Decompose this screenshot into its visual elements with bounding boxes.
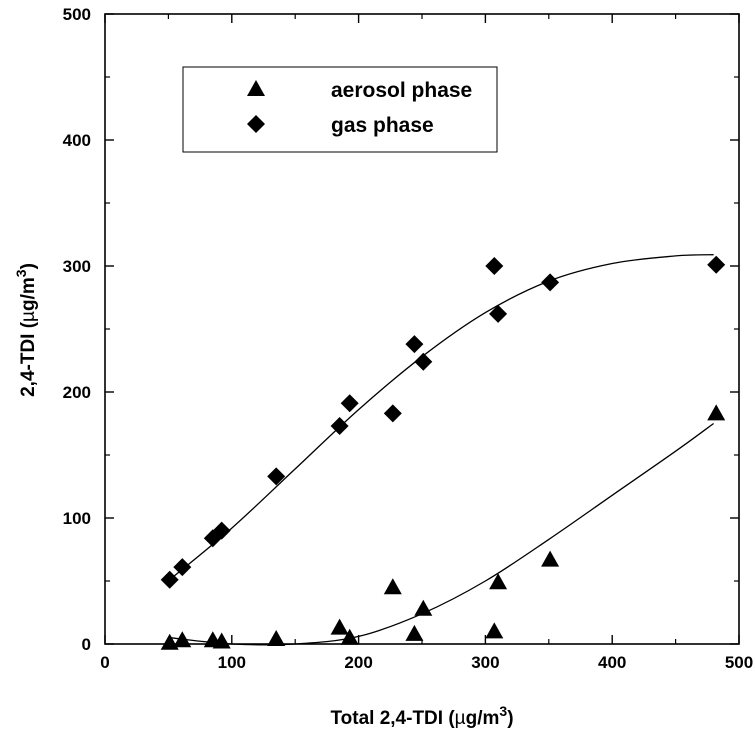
gas-point xyxy=(541,273,560,292)
aerosol-point xyxy=(267,630,286,646)
aerosol-point xyxy=(405,624,424,641)
aerosol-point xyxy=(330,618,349,635)
y-tick-label: 400 xyxy=(63,131,91,150)
x-tick-label: 500 xyxy=(725,653,753,672)
aerosol-point xyxy=(541,550,560,567)
axis-ticks: 0 100 200 300 400 500 0 100 200 300 400 500 xyxy=(63,5,754,672)
y-axis-label: 2,4-TDI (µg/m3) xyxy=(13,263,39,397)
x-tick-label: 400 xyxy=(598,653,626,672)
gas-point xyxy=(707,255,726,274)
legend: aerosol phase gas phase xyxy=(182,66,498,153)
aerosol-point xyxy=(383,578,402,595)
gas-point xyxy=(485,257,504,275)
gas-point xyxy=(383,404,402,423)
gas-point xyxy=(414,352,433,371)
gas-point xyxy=(489,304,508,323)
x-tick-label: 200 xyxy=(344,653,372,672)
fit-curve-gas xyxy=(169,254,714,581)
gas-point xyxy=(160,570,179,589)
aerosol-point xyxy=(173,631,192,648)
legend-gas-label: gas phase xyxy=(331,114,434,137)
aerosol-point xyxy=(160,633,179,650)
x-axis-label: Total 2,4-TDI (µg/m3) xyxy=(330,703,513,729)
legend-aerosol-label: aerosol phase xyxy=(331,79,472,102)
y-tick-label: 300 xyxy=(63,257,91,276)
legend-aerosol-marker xyxy=(247,80,265,96)
y-tick-label: 0 xyxy=(82,635,91,654)
gas-point xyxy=(173,558,192,577)
gas-point xyxy=(340,394,359,413)
aerosol-point xyxy=(485,622,504,639)
gas-point xyxy=(212,521,231,540)
aerosol-point xyxy=(707,404,726,421)
x-tick-label: 100 xyxy=(218,653,246,672)
fit-curves xyxy=(169,254,714,646)
aerosol-point xyxy=(489,573,508,590)
x-tick-label: 0 xyxy=(100,653,109,672)
aerosol-point xyxy=(340,628,359,645)
fit-curve-aerosol xyxy=(169,422,714,646)
y-tick-label: 200 xyxy=(63,383,91,402)
data-points xyxy=(160,255,726,650)
aerosol-point xyxy=(212,632,231,649)
gas-point xyxy=(405,335,424,354)
gas-point xyxy=(267,467,286,486)
legend-gas-marker xyxy=(247,115,265,133)
y-tick-label: 500 xyxy=(63,5,91,24)
legend-box xyxy=(182,66,498,153)
y-tick-label: 100 xyxy=(63,509,91,528)
gas-point xyxy=(330,417,349,435)
x-tick-label: 300 xyxy=(471,653,499,672)
aerosol-point xyxy=(414,599,433,616)
